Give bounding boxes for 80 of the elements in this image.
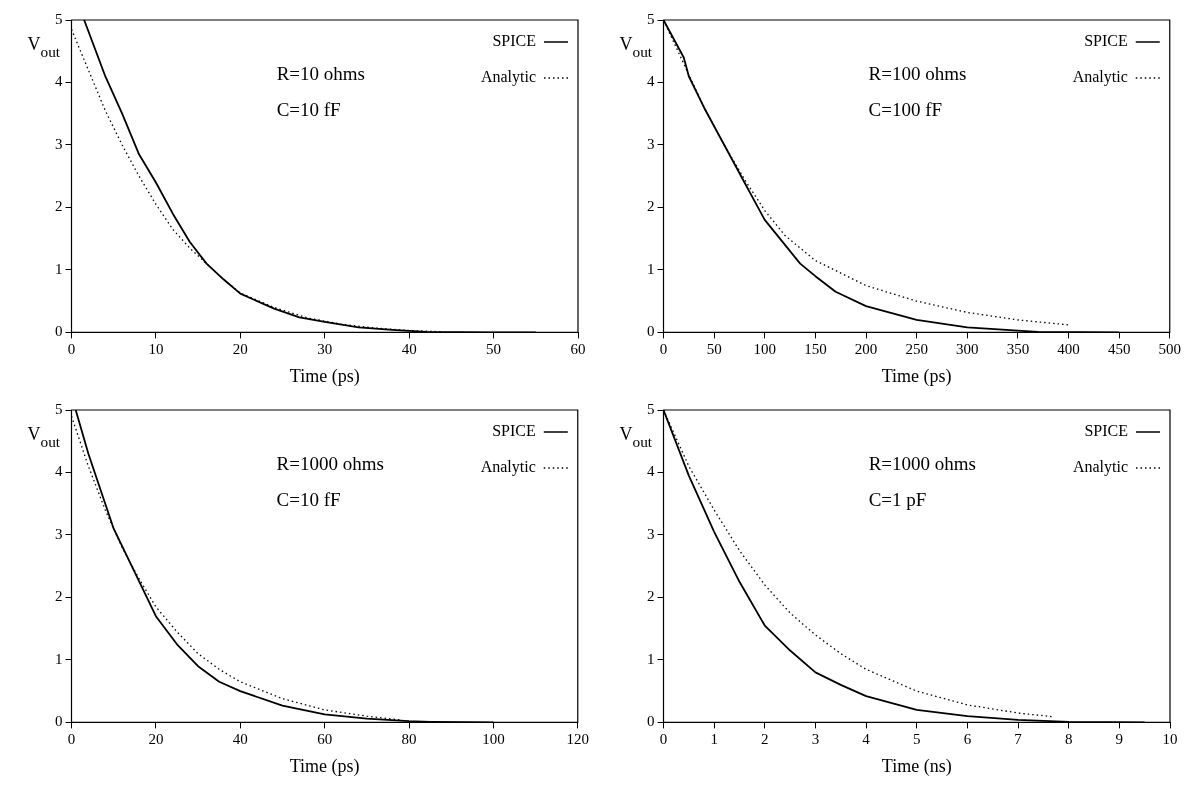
x-tick-label: 10 [1162,731,1178,748]
y-tick-label: 2 [647,198,655,215]
x-axis-title: Time (ps) [881,365,952,387]
x-tick-label: 40 [401,341,417,358]
x-axis-title: Time (ps) [289,755,360,777]
x-tick-label: 0 [67,341,76,358]
x-tick-label: 9 [1115,731,1124,748]
y-tick-label: 4 [647,463,655,480]
legend-label: Analytic [480,68,536,87]
annotation: R=100 ohms [868,63,967,84]
x-tick-label: 40 [232,731,248,748]
y-tick-label: 1 [647,260,655,277]
annotation: R=1000 ohms [276,453,384,474]
x-tick-label: 50 [706,341,722,358]
legend-label: Analytic [1072,68,1128,87]
x-tick-label: 120 [566,731,589,748]
x-tick-label: 100 [753,341,776,358]
x-tick-label: 5 [913,731,921,748]
y-tick-label: 0 [647,323,655,340]
y-tick-label: 2 [55,588,63,605]
x-tick-label: 0 [659,341,668,358]
x-tick-label: 6 [963,731,972,748]
y-tick-label: 3 [55,135,63,152]
x-tick-label: 100 [482,731,505,748]
x-tick-label: 60 [570,341,586,358]
x-tick-label: 50 [486,341,502,358]
x-tick-label: 500 [1158,341,1181,358]
x-tick-label: 20 [148,731,164,748]
x-tick-label: 150 [804,341,827,358]
y-tick-label: 0 [55,713,63,730]
annotation: C=100 fF [868,99,943,120]
y-tick-label: 5 [647,10,655,27]
y-tick-label: 2 [55,198,63,215]
x-tick-label: 200 [854,341,878,358]
x-tick-label: 2 [761,731,769,748]
x-tick-label: 80 [401,731,417,748]
x-tick-label: 350 [1006,341,1030,358]
y-tick-label: 0 [647,713,655,730]
annotation: R=1000 ohms [868,453,976,474]
legend-label: Analytic [480,458,536,477]
y-tick-label: 1 [55,650,63,667]
y-tick-label: 0 [55,323,63,340]
x-tick-label: 20 [232,341,248,358]
y-tick-label: 5 [647,400,655,417]
annotation: R=10 ohms [276,63,365,84]
x-tick-label: 300 [956,341,979,358]
x-tick-label: 450 [1107,341,1131,358]
legend-label: SPICE [492,422,536,440]
y-tick-label: 4 [55,73,63,90]
legend-label: SPICE [492,32,536,50]
legend-label: SPICE [1084,32,1128,50]
x-tick-label: 0 [659,731,668,748]
x-tick-label: 7 [1014,731,1023,748]
y-tick-label: 5 [55,400,63,417]
y-tick-label: 4 [647,73,655,90]
y-tick-label: 1 [55,260,63,277]
y-tick-label: 5 [55,10,63,27]
y-tick-label: 3 [647,135,655,152]
legend-label: SPICE [1084,422,1128,440]
x-axis-title: Time (ps) [289,365,360,387]
x-tick-label: 400 [1057,341,1080,358]
x-tick-label: 250 [905,341,928,358]
annotation: C=10 fF [276,489,341,510]
x-tick-label: 30 [317,341,333,358]
legend-label: Analytic [1072,458,1128,477]
x-tick-label: 3 [811,731,820,748]
x-tick-label: 0 [67,731,76,748]
x-tick-label: 8 [1064,731,1073,748]
y-tick-label: 2 [647,588,655,605]
x-tick-label: 60 [317,731,333,748]
x-tick-label: 4 [862,731,871,748]
annotation: C=10 fF [276,99,341,120]
y-tick-label: 3 [55,525,63,542]
annotation: C=1 pF [868,489,927,510]
y-tick-label: 3 [647,525,655,542]
x-tick-label: 1 [710,731,718,748]
y-tick-label: 4 [55,463,63,480]
x-tick-label: 10 [148,341,164,358]
y-tick-label: 1 [647,650,655,667]
x-axis-title: Time (ns) [881,755,952,777]
